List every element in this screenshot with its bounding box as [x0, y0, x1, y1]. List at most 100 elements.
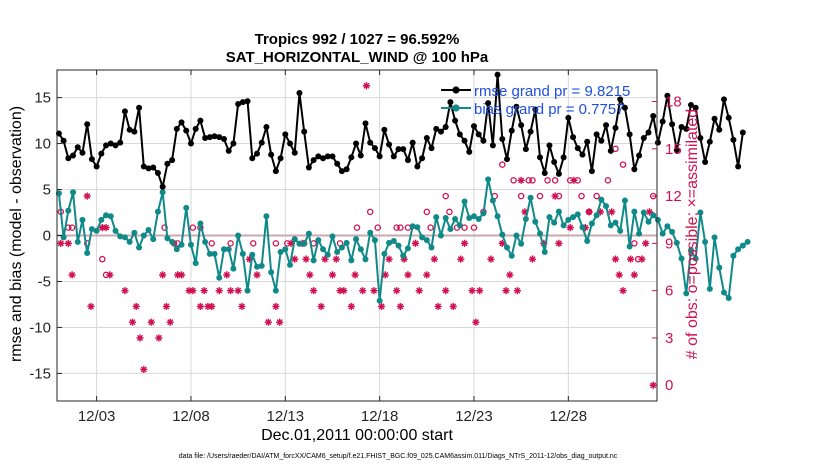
rmse-point — [489, 142, 496, 149]
bias-point — [565, 216, 572, 223]
bias-point — [504, 244, 510, 251]
possible-obs-marker — [619, 161, 627, 168]
bias-point — [423, 237, 430, 244]
bias-point — [470, 213, 477, 220]
bias-point — [489, 197, 496, 204]
bias-point — [702, 238, 709, 245]
assimilated-obs-marker — [528, 255, 537, 263]
assimilated-obs-marker — [517, 176, 525, 184]
rmse-point — [362, 120, 369, 127]
legend-marker-bias — [452, 104, 460, 112]
bias-point — [329, 233, 336, 240]
bias-point — [263, 213, 270, 220]
bias-point — [706, 285, 713, 292]
assimilated-obs-marker — [381, 271, 389, 279]
assimilated-obs-marker — [200, 287, 208, 295]
possible-obs-marker — [99, 255, 106, 263]
legend-entry-bias: bias grand pr = 0.7757 — [441, 101, 625, 118]
rmse-point — [150, 164, 157, 171]
bias-point — [348, 257, 355, 264]
assimilated-obs-marker — [336, 287, 344, 295]
bias-point — [452, 215, 459, 222]
rmse-point — [588, 168, 595, 175]
rmse-point — [537, 154, 544, 161]
y-axis-right-ticks: 0 3 6 9 12 15 18 — [652, 94, 682, 394]
chart-title-line-1: Tropics 992 / 1027 = 96.592% — [255, 31, 460, 48]
rmse-point — [367, 139, 374, 146]
assimilated-obs-marker — [121, 287, 129, 295]
bias-point — [607, 222, 614, 229]
rmse-point — [456, 131, 463, 138]
rmse-point — [678, 124, 685, 131]
rmse-point — [697, 135, 704, 142]
assimilated-obs-marker — [245, 255, 254, 263]
rmse-point — [527, 128, 534, 135]
y-right-tick-label: 12 — [665, 188, 682, 205]
assimilated-obs-marker — [404, 271, 412, 279]
rmse-point — [126, 126, 133, 133]
bias-point — [60, 234, 67, 241]
bias-point — [235, 232, 242, 239]
assimilated-obs-marker — [513, 287, 521, 295]
possible-obs-marker — [536, 192, 544, 200]
bias-point — [357, 246, 364, 253]
bias-point — [244, 287, 251, 294]
bias-point — [93, 227, 100, 234]
rmse-point — [607, 147, 614, 154]
rmse-point — [315, 153, 322, 160]
assimilated-obs-marker — [411, 239, 420, 247]
bias-point — [433, 214, 440, 221]
bias-point — [711, 234, 718, 241]
rmse-point — [546, 142, 553, 149]
bias-point — [579, 224, 586, 231]
bias-point — [593, 212, 600, 219]
bias-point — [107, 213, 114, 220]
legend: rmse grand pr = 9.8215 bias grand pr = 0… — [441, 83, 630, 118]
rmse-point — [263, 124, 270, 131]
assimilated-obs-marker — [585, 208, 593, 216]
bias-point — [126, 238, 133, 245]
bias-point — [79, 216, 86, 223]
bias-point — [192, 260, 199, 267]
bias-point — [211, 250, 218, 257]
assimilated-obs-marker — [226, 287, 235, 295]
data-file-footer: data file: /Users/raeder/DAI/ATM_forcXX/… — [179, 453, 618, 460]
assimilated-obs-marker — [540, 239, 548, 247]
bias-point — [621, 197, 628, 204]
rmse-point — [112, 142, 119, 149]
bias-point — [287, 261, 294, 268]
bias-point — [334, 249, 341, 256]
rmse-point — [79, 149, 86, 156]
assimilated-obs-marker — [204, 302, 212, 311]
rmse-point — [145, 165, 152, 172]
bias-point — [88, 226, 95, 233]
bias-point — [74, 238, 81, 245]
rmse-point — [244, 98, 251, 105]
bias-point — [716, 264, 723, 271]
bias-point — [197, 220, 204, 227]
assimilated-obs-marker — [611, 255, 620, 263]
rmse-point — [282, 131, 289, 138]
assimilated-obs-marker — [377, 302, 386, 311]
bias-point — [499, 231, 506, 238]
possible-obs-marker — [353, 224, 361, 231]
assimilated-obs-marker — [396, 302, 404, 311]
bias-point — [305, 230, 312, 237]
y-right-tick-label: 6 — [665, 283, 673, 300]
rmse-point — [461, 137, 468, 144]
possible-obs-marker — [366, 208, 374, 216]
rmse-point — [532, 106, 539, 113]
legend-label-bias: bias grand pr = 0.7757 — [474, 101, 625, 118]
bias-point — [650, 212, 657, 219]
bias-point — [669, 228, 676, 235]
bias-point — [541, 249, 548, 256]
rmse-point — [640, 135, 647, 142]
assimilated-obs-marker — [317, 302, 325, 311]
assimilated-obs-marker — [98, 224, 106, 232]
assimilated-obs-marker — [506, 271, 514, 279]
rmse-point — [654, 139, 661, 146]
assimilated-obs-marker — [272, 302, 280, 311]
possible-obs-marker — [68, 224, 76, 231]
assimilated-obs-marker — [351, 271, 359, 279]
bias-point — [513, 232, 520, 239]
